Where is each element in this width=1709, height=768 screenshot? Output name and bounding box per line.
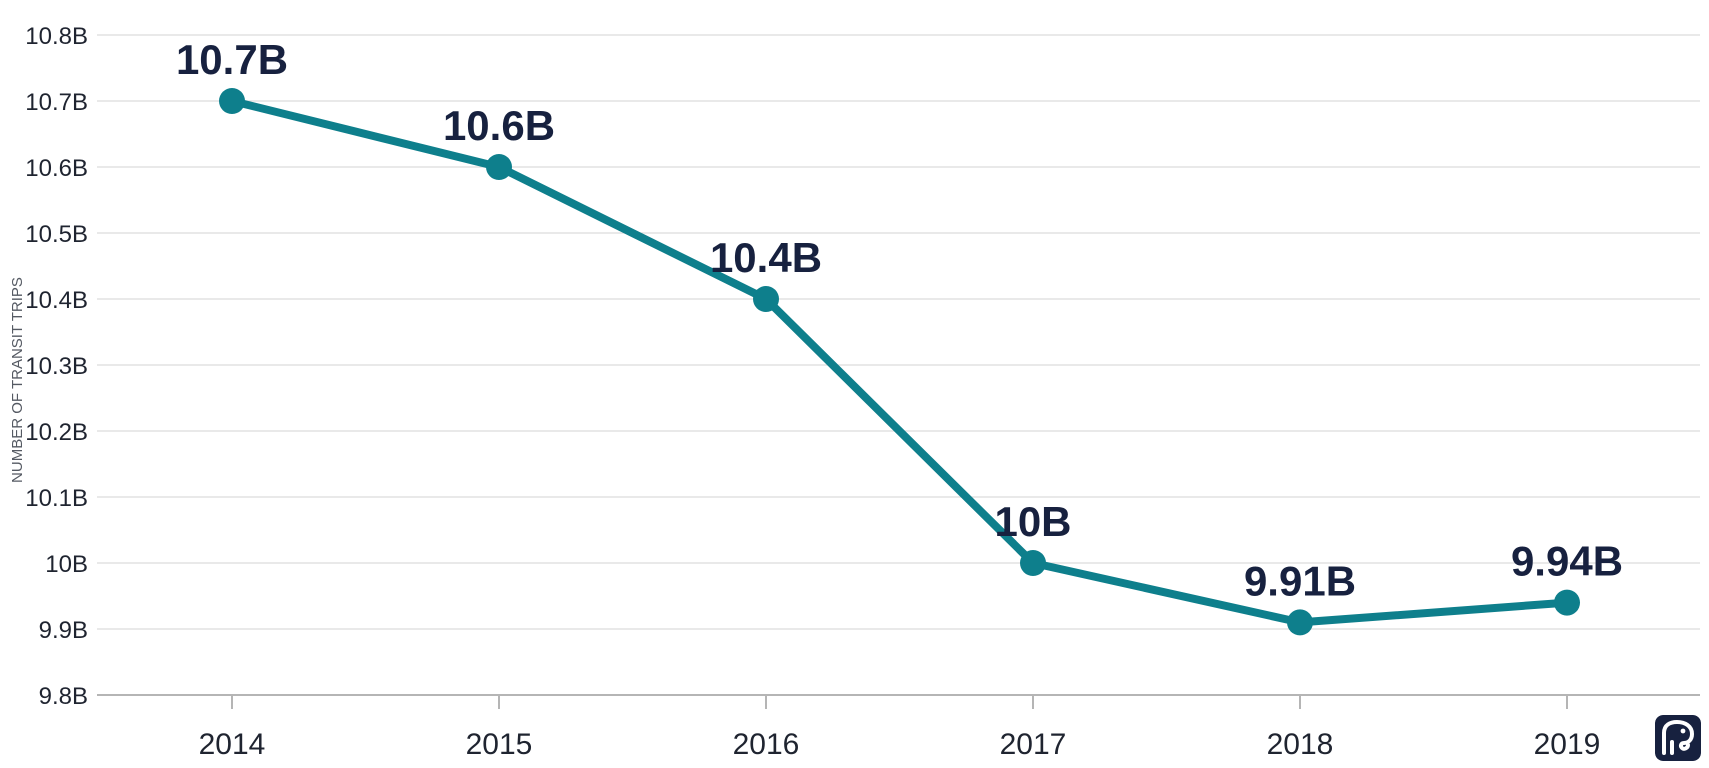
x-tick-label: 2018 [1267, 728, 1334, 761]
data-label: 10.4B [710, 234, 822, 281]
series-line [228, 97, 1571, 627]
elephant-icon [1655, 715, 1701, 761]
data-point [486, 154, 512, 180]
data-label: 9.94B [1511, 538, 1623, 585]
data-point [1287, 609, 1313, 636]
data-point [1554, 589, 1580, 616]
series-transit-trips [219, 88, 1580, 636]
y-tick-label: 10.8B [25, 23, 88, 50]
y-tick-label: 10.7B [25, 89, 88, 116]
y-tick-label: 10.5B [25, 221, 88, 248]
y-tick-label: 9.8B [39, 683, 88, 710]
data-label: 9.91B [1244, 557, 1356, 604]
data-point [753, 286, 779, 312]
y-tick-label: 10.3B [25, 353, 88, 380]
data-point [219, 88, 245, 114]
y-tick-label: 10.4B [25, 287, 88, 314]
y-tick-label: 10B [45, 551, 88, 578]
y-tick-label: 10.1B [25, 485, 88, 512]
x-tick-label: 2014 [199, 728, 266, 761]
x-tick-label: 2016 [733, 728, 800, 761]
data-label: 10.6B [443, 102, 555, 149]
brand-logo [1655, 715, 1701, 761]
x-tick-label: 2019 [1534, 728, 1601, 761]
y-tick-label: 10.2B [25, 419, 88, 446]
y-axis-ticks: 10.8B 10.7B 10.6B 10.5B 10.4B 10.3B 10.2B 10.1B… [25, 23, 88, 710]
data-labels: 10.7B 10.6B 10.4B 10B 9.91B 9.94B [176, 36, 1623, 604]
data-label: 10B [994, 498, 1071, 545]
data-point [1020, 550, 1046, 576]
y-axis-title: NUMBER OF TRANSIT TRIPS [9, 277, 26, 483]
x-tick-label: 2017 [1000, 728, 1067, 761]
y-tick-label: 9.9B [39, 617, 88, 644]
gridlines [97, 34, 1700, 630]
x-tick-label: 2015 [466, 728, 533, 761]
x-axis: 2014 2015 2016 2017 2018 2019 [97, 694, 1700, 761]
y-tick-label: 10.6B [25, 155, 88, 182]
data-label: 10.7B [176, 36, 288, 83]
